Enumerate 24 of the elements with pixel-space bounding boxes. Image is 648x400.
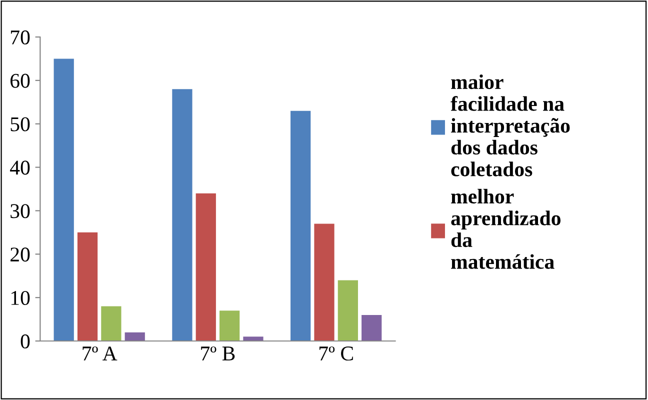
y-tick-label: 30 xyxy=(10,204,30,218)
y-tick-label: 20 xyxy=(10,248,30,262)
y-tick-label: 40 xyxy=(10,160,30,175)
bar xyxy=(124,332,145,341)
bar xyxy=(290,110,311,341)
bar xyxy=(54,58,74,341)
bar xyxy=(77,232,98,341)
legend-label: melhor aprendizado da matemática xyxy=(451,188,560,269)
bar xyxy=(101,306,122,341)
bar xyxy=(220,310,240,341)
y-tick-label: 70 xyxy=(10,30,30,44)
bar xyxy=(196,193,216,341)
x-tick-label: 7º A xyxy=(82,346,118,360)
y-tick-label: 0 xyxy=(20,334,30,348)
bar xyxy=(243,336,264,341)
bar xyxy=(338,280,358,341)
y-tick-label: 50 xyxy=(10,117,30,132)
x-tick-label: 7º C xyxy=(319,346,353,361)
y-tick-label: 60 xyxy=(10,74,30,88)
bar xyxy=(172,89,192,341)
y-tick-label: 10 xyxy=(11,290,30,306)
bar xyxy=(314,224,334,341)
bar xyxy=(362,314,382,341)
x-tick-label: 7º B xyxy=(201,346,235,360)
